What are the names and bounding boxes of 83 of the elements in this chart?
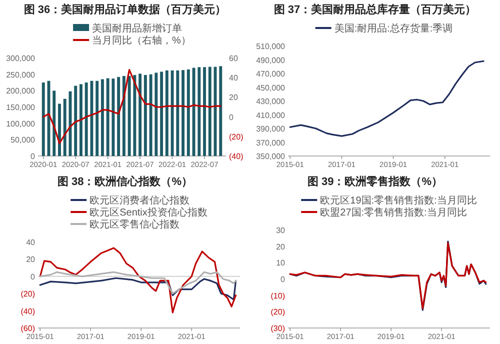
- y-tick-label: 150,000: [6, 103, 36, 112]
- y2-tick-label: (20): [229, 132, 244, 142]
- y-tick-label: 20: [26, 255, 36, 264]
- bar: [182, 70, 185, 156]
- y-tick-label: (40): [20, 306, 36, 316]
- y-tick-label: (30): [270, 324, 286, 333]
- bar: [117, 76, 120, 156]
- legend-label: 当月同比（右轴，%）: [92, 34, 191, 46]
- legend-label: 欧盟27国:零售销售指数:当月同比: [320, 206, 467, 218]
- y-tick-label: 390,000: [256, 124, 286, 134]
- y-tick-label: (10): [270, 291, 286, 300]
- y2-tick-label: 60: [229, 54, 238, 63]
- bar: [160, 72, 164, 156]
- bar: [154, 72, 158, 156]
- legend-label: 欧元区零售信心指数: [90, 218, 180, 230]
- bar: [219, 66, 222, 156]
- y-tick-label: 40: [26, 238, 36, 247]
- legend-label: 美国:耐用品:总存货量:季调: [334, 22, 453, 34]
- bar: [170, 70, 174, 156]
- y-tick-label: 50,000: [10, 136, 36, 145]
- y2-tick-label: 40: [229, 74, 238, 83]
- y-tick-label: 450,000: [256, 83, 286, 92]
- line-series: [39, 247, 237, 314]
- legend-label: 欧元区Sentix投资信心指数: [90, 206, 208, 218]
- y-tick-label: (20): [270, 308, 286, 317]
- bar: [63, 98, 66, 156]
- legend-label: 欧元区消费者信心指数: [90, 194, 190, 206]
- line-series: [289, 60, 484, 137]
- bar: [149, 74, 152, 156]
- bar: [112, 78, 115, 156]
- bar: [96, 80, 99, 156]
- bar: [52, 90, 56, 156]
- bar: [176, 70, 180, 156]
- line-series: [42, 68, 222, 144]
- bar: [138, 74, 142, 156]
- y-tick-label: 0: [30, 272, 36, 282]
- y-tick-label: 100,000: [6, 119, 36, 128]
- chart-title: 图 39：欧洲零售指数（%）: [307, 175, 443, 188]
- chart-title: 图 36：美国耐用品订单数据（百万美元）: [24, 3, 226, 16]
- y-tick-label: 250,000: [6, 70, 36, 80]
- y2-tick-label: (40): [229, 152, 244, 161]
- y-tick-label: 30: [276, 226, 286, 235]
- bar: [106, 78, 110, 156]
- y-tick-label: 510,000: [256, 42, 286, 51]
- y-tick-label: 20: [276, 242, 286, 252]
- bar: [90, 80, 94, 156]
- bar: [208, 66, 212, 156]
- y-tick-label: (60): [20, 324, 36, 333]
- y-tick-label: 200,000: [6, 86, 36, 96]
- y-tick-label: 470,000: [256, 70, 286, 78]
- bar: [42, 82, 45, 156]
- legend-label: 欧元区19国:零售销售指数:当月同比: [320, 194, 477, 206]
- y-tick-label: (20): [20, 290, 36, 299]
- y-tick-label: 350,000: [256, 152, 286, 161]
- bar: [100, 79, 104, 156]
- bar: [198, 67, 201, 156]
- y-tick-label: 410,000: [256, 110, 286, 120]
- legend: 美国:耐用品:总存货量:季调: [315, 24, 453, 34]
- chart-title: 图 37：美国耐用品总库存量（百万美元）: [274, 3, 476, 16]
- bar: [58, 104, 61, 156]
- y-tick-label: 490,000: [256, 56, 286, 65]
- legend-label: 美国耐用品新增订单: [92, 22, 182, 34]
- bar: [122, 76, 126, 156]
- bar: [203, 67, 206, 156]
- bar: [128, 76, 131, 156]
- bar: [144, 74, 147, 156]
- y-tick-label: 370,000: [256, 138, 286, 148]
- line-series: [39, 277, 237, 300]
- y-tick-label: 10: [276, 258, 286, 268]
- bar: [133, 74, 136, 156]
- bar: [84, 82, 88, 156]
- y-tick-label: 430,000: [256, 97, 286, 106]
- bar: [186, 69, 190, 156]
- bar: [74, 86, 78, 156]
- bar: [79, 84, 82, 156]
- y-tick-label: 0: [30, 152, 36, 161]
- y-tick-label: 300,000: [6, 54, 36, 63]
- y-tick-label: 0: [280, 275, 286, 284]
- chart-title: 图 38：欧洲信心指数（%）: [57, 175, 193, 188]
- y2-tick-label: 20: [229, 93, 238, 102]
- line-series: [39, 271, 237, 294]
- y2-tick-label: 0: [229, 112, 234, 122]
- bar: [165, 70, 168, 156]
